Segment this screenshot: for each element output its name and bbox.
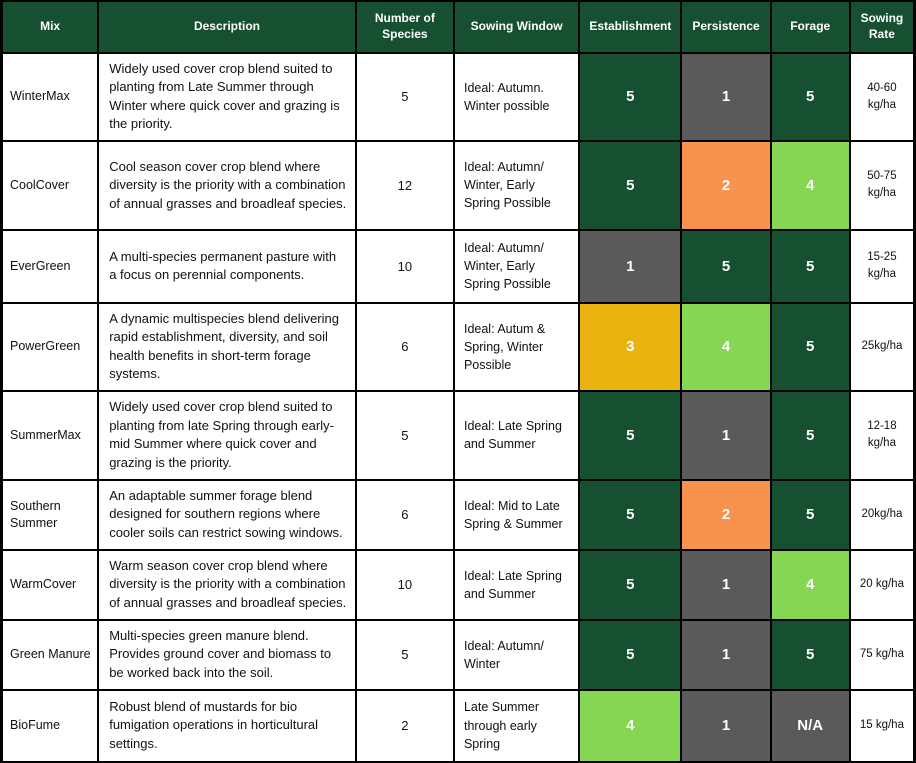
cell-forage: 5: [769, 389, 851, 481]
cell-establishment: 1: [578, 228, 683, 304]
cell-description: Widely used cover crop blend suited to p…: [97, 389, 357, 481]
column-header-forage: Forage: [769, 0, 851, 54]
cell-num_species: 5: [354, 389, 455, 481]
column-header-sowing_window: Sowing Window: [452, 0, 581, 54]
cell-description: An adaptable summer forage blend designe…: [97, 478, 357, 551]
cell-forage: 5: [769, 478, 851, 551]
cell-mix: SummerMax: [0, 389, 100, 481]
table-header-row: Mix Description Number of Species Sowing Wi…: [0, 0, 916, 54]
cell-description: Widely used cover crop blend suited to p…: [97, 52, 357, 142]
column-header-sowing_rate: Sowing Rate: [848, 0, 916, 54]
cell-forage: 4: [769, 548, 851, 621]
table-row: SummerMax Widely used cover crop blend su…: [0, 389, 916, 481]
cell-num_species: 10: [354, 548, 455, 621]
cell-mix: Green Manure: [0, 618, 100, 691]
cell-persistence: 2: [680, 139, 772, 231]
cell-sowing_rate: 40-60 kg/ha: [848, 52, 916, 142]
cell-num_species: 10: [354, 228, 455, 304]
cell-sowing_window: Ideal: Autum & Spring, Winter Possible: [452, 301, 581, 392]
cell-num_species: 6: [354, 301, 455, 392]
cell-establishment: 5: [578, 478, 683, 551]
column-header-mix: Mix: [0, 0, 100, 54]
cell-mix: EverGreen: [0, 228, 100, 304]
cell-sowing_window: Ideal: Autumn. Winter possible: [452, 52, 581, 142]
cell-num_species: 6: [354, 478, 455, 551]
cell-num_species: 5: [354, 52, 455, 142]
header-row: Mix Description Number of Species Sowing Wi…: [0, 0, 916, 54]
cell-description: Warm season cover crop blend where diver…: [97, 548, 357, 621]
cell-persistence: 1: [680, 548, 772, 621]
cell-description: Cool season cover crop blend where diver…: [97, 139, 357, 231]
cell-num_species: 5: [354, 618, 455, 691]
table-row: Southern Summer An adaptable summer forag…: [0, 478, 916, 551]
cell-mix: Southern Summer: [0, 478, 100, 551]
cell-description: Robust blend of mustards for bio fumigat…: [97, 688, 357, 763]
table-row: Green Manure Multi-species green manure b…: [0, 618, 916, 691]
table-row: CoolCover Cool season cover crop blend wh…: [0, 139, 916, 231]
cell-mix: WarmCover: [0, 548, 100, 621]
cell-establishment: 5: [578, 52, 683, 142]
cell-description: Multi-species green manure blend. Provid…: [97, 618, 357, 691]
column-header-num_species: Number of Species: [354, 0, 455, 54]
cell-forage: 5: [769, 228, 851, 304]
column-header-description: Description: [97, 0, 357, 54]
cell-sowing_rate: 25kg/ha: [848, 301, 916, 392]
cell-sowing_rate: 15 kg/ha: [848, 688, 916, 763]
cell-description: A multi-species permanent pasture with a…: [97, 228, 357, 304]
cell-persistence: 2: [680, 478, 772, 551]
cell-forage: 5: [769, 618, 851, 691]
cell-sowing_rate: 50-75 kg/ha: [848, 139, 916, 231]
table-body: WinterMax Widely used cover crop blend su…: [0, 52, 916, 763]
table-row: PowerGreen A dynamic multispecies blend d…: [0, 301, 916, 392]
table-row: BioFume Robust blend of mustards for bio …: [0, 688, 916, 763]
table-row: WinterMax Widely used cover crop blend su…: [0, 52, 916, 142]
cell-establishment: 5: [578, 548, 683, 621]
cell-num_species: 2: [354, 688, 455, 763]
cell-mix: WinterMax: [0, 52, 100, 142]
cell-forage: 4: [769, 139, 851, 231]
cell-mix: BioFume: [0, 688, 100, 763]
cell-forage: 5: [769, 301, 851, 392]
cell-sowing_window: Late Summer through early Spring: [452, 688, 581, 763]
cell-sowing_window: Ideal: Mid to Late Spring & Summer: [452, 478, 581, 551]
cell-establishment: 5: [578, 389, 683, 481]
cell-sowing_window: Ideal: Late Spring and Summer: [452, 548, 581, 621]
cell-mix: CoolCover: [0, 139, 100, 231]
cell-sowing_rate: 75 kg/ha: [848, 618, 916, 691]
cell-sowing_window: Ideal: Autumn/ Winter, Early Spring Poss…: [452, 228, 581, 304]
cell-num_species: 12: [354, 139, 455, 231]
cell-sowing_window: Ideal: Autumn/ Winter, Early Spring Poss…: [452, 139, 581, 231]
cell-establishment: 5: [578, 618, 683, 691]
cell-sowing_rate: 12-18 kg/ha: [848, 389, 916, 481]
cell-forage: N/A: [769, 688, 851, 763]
cell-persistence: 1: [680, 618, 772, 691]
cell-persistence: 1: [680, 52, 772, 142]
cell-sowing_window: Ideal: Autumn/ Winter: [452, 618, 581, 691]
cell-sowing_rate: 15-25 kg/ha: [848, 228, 916, 304]
column-header-persistence: Persistence: [680, 0, 772, 54]
cell-persistence: 1: [680, 389, 772, 481]
cell-persistence: 1: [680, 688, 772, 763]
column-header-establishment: Establishment: [578, 0, 683, 54]
cell-forage: 5: [769, 52, 851, 142]
cell-persistence: 4: [680, 301, 772, 392]
cell-description: A dynamic multispecies blend delivering …: [97, 301, 357, 392]
cell-mix: PowerGreen: [0, 301, 100, 392]
cell-establishment: 3: [578, 301, 683, 392]
cell-sowing_window: Ideal: Late Spring and Summer: [452, 389, 581, 481]
cell-persistence: 5: [680, 228, 772, 304]
table-row: EverGreen A multi-species permanent pastu…: [0, 228, 916, 304]
cell-sowing_rate: 20 kg/ha: [848, 548, 916, 621]
table-row: WarmCover Warm season cover crop blend wh…: [0, 548, 916, 621]
cell-sowing_rate: 20kg/ha: [848, 478, 916, 551]
cell-establishment: 4: [578, 688, 683, 763]
cell-establishment: 5: [578, 139, 683, 231]
